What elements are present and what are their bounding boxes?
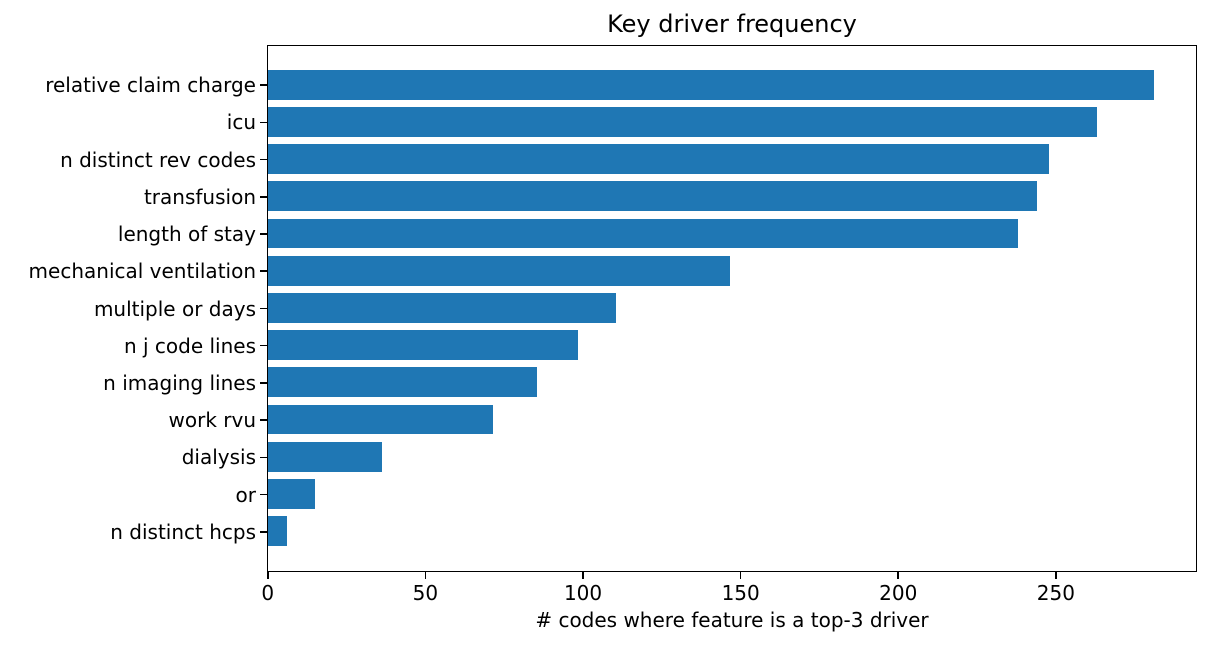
bar-work-rvu: [268, 404, 493, 435]
y-tick-label: or: [235, 482, 256, 507]
bar-n-j-code-lines: [268, 330, 578, 360]
x-tick-label: 250: [1036, 581, 1075, 605]
bar-length-of-stay: [268, 218, 1018, 249]
y-tick-label: dialysis: [181, 445, 256, 470]
bar-multiple-or-days: [268, 293, 616, 323]
y-tick-label: work rvu: [168, 408, 257, 433]
y-tick-label: multiple or days: [93, 296, 256, 321]
y-tick-label: icu: [226, 110, 256, 135]
x-tick-label: 150: [721, 581, 760, 605]
x-tick-mark: [582, 572, 584, 579]
y-tick-label: n distinct rev codes: [60, 147, 256, 172]
y-tick-mark: [260, 344, 267, 347]
x-tick-mark: [424, 572, 427, 579]
y-tick-mark: [260, 493, 267, 496]
y-tick-mark: [260, 419, 267, 421]
x-tick-mark: [1055, 572, 1057, 579]
y-tick-mark: [260, 121, 267, 124]
plot-area: [267, 45, 1197, 572]
x-tick-label: 0: [261, 581, 275, 605]
x-tick-mark: [267, 572, 269, 579]
y-tick-label: relative claim charge: [45, 73, 256, 98]
x-tick-label: 100: [563, 581, 603, 605]
bar-n-distinct-rev-codes: [268, 144, 1050, 174]
bar-transfusion: [268, 181, 1037, 212]
x-tick-mark: [739, 572, 742, 579]
y-tick-mark: [260, 307, 267, 310]
bar-icu: [268, 107, 1097, 137]
y-tick-label: mechanical ventilation: [28, 259, 256, 284]
bar-n-distinct-hcps: [268, 516, 287, 546]
y-tick-mark: [260, 382, 267, 384]
y-tick-label: n j code lines: [123, 333, 256, 358]
x-tick-label: 50: [412, 581, 439, 605]
y-tick-mark: [260, 158, 267, 161]
bar-dialysis: [268, 441, 382, 472]
y-tick-mark: [260, 530, 267, 533]
x-axis-label: # codes where feature is a top-3 driver: [535, 608, 929, 632]
bar-or: [268, 479, 316, 509]
y-tick-mark: [260, 233, 267, 235]
y-tick-mark: [260, 196, 267, 198]
y-tick-mark: [260, 84, 267, 87]
x-tick-label: 200: [879, 581, 918, 605]
x-tick-mark: [897, 572, 900, 579]
y-tick-label: n imaging lines: [103, 370, 256, 395]
y-tick-mark: [260, 456, 267, 459]
y-tick-label: n distinct hcps: [110, 519, 256, 544]
y-tick-label: length of stay: [117, 222, 256, 247]
bar-n-imaging-lines: [268, 367, 537, 398]
y-tick-mark: [260, 270, 267, 273]
bar-relative-claim-charge: [268, 69, 1154, 100]
bar-mechanical-ventilation: [268, 255, 730, 286]
chart-title: Key driver frequency: [607, 10, 857, 38]
y-tick-label: transfusion: [143, 184, 256, 209]
